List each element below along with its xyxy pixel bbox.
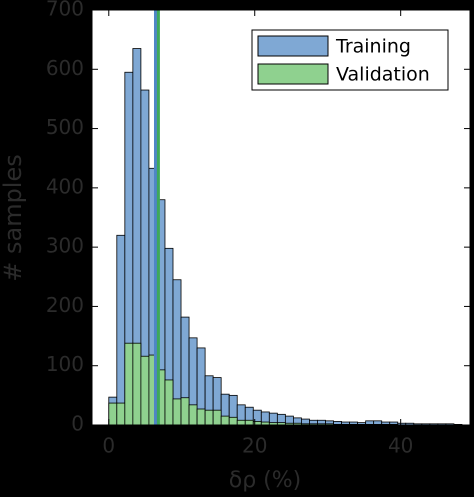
y-tick-label: 700 [46,0,84,21]
y-tick-label: 600 [46,56,84,80]
x-tick-label: 20 [242,434,267,458]
y-tick-label: 0 [71,412,84,436]
bar [172,398,182,426]
bar [132,342,142,426]
y-axis-label: # samples [0,154,27,282]
bar [164,379,174,426]
y-tick-label: 200 [46,293,84,317]
bar [244,419,254,426]
y-tick-label: 500 [46,115,84,139]
plot-frame [91,9,471,426]
legend-label: Training [335,36,411,58]
bar [116,402,126,426]
legend-label: Validation [336,64,430,86]
bar [108,402,118,426]
y-tick-label: 400 [46,174,84,198]
legend-swatch [257,63,329,85]
bar [228,416,238,426]
bar [212,409,222,426]
bar [236,419,246,426]
x-tick-label: 0 [102,434,115,458]
bar [220,415,230,426]
bar [180,397,190,426]
x-axis-label: δρ (%) [229,468,302,493]
legend-swatch [257,35,329,57]
x-tick-label: 40 [388,434,413,458]
y-tick-label: 300 [46,234,84,258]
bar [116,234,126,426]
bar [204,409,214,426]
bar [124,342,134,426]
bar [188,404,198,426]
bar [140,355,150,426]
legend: Training Validation [251,29,449,91]
bar [196,408,206,426]
y-tick-label: 100 [46,352,84,376]
